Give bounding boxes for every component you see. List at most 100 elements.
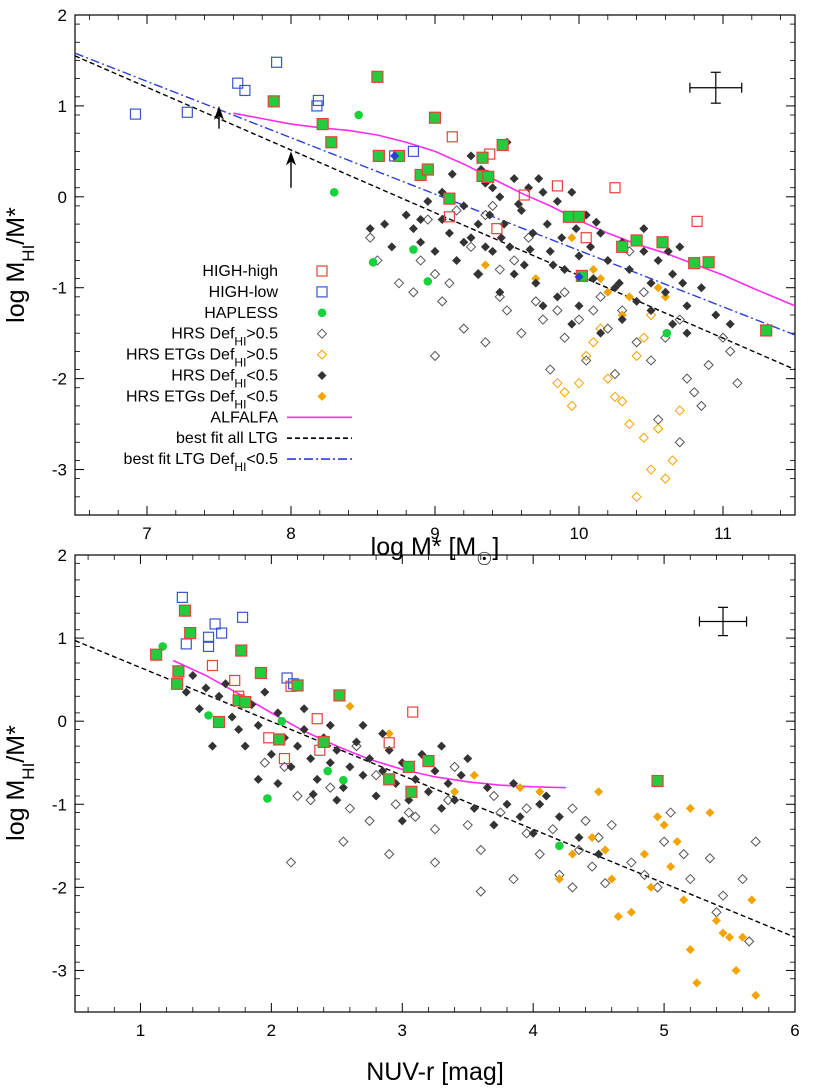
data-point — [384, 729, 394, 739]
data-point — [750, 836, 761, 847]
data-point — [580, 815, 591, 827]
data-point — [345, 762, 355, 772]
data-point — [545, 246, 555, 256]
data-point — [480, 260, 490, 270]
data-point — [466, 151, 476, 161]
data-point — [338, 783, 348, 793]
data-point — [184, 627, 197, 640]
legend-label-main: HIGH-high — [202, 263, 278, 280]
x-tick-label: 1 — [136, 1021, 145, 1040]
data-point — [403, 807, 415, 818]
data-point — [613, 911, 623, 921]
data-point — [551, 180, 564, 192]
data-point — [317, 735, 330, 749]
data-point — [292, 790, 303, 802]
data-point — [531, 274, 541, 284]
data-point — [685, 803, 695, 813]
data-point — [204, 711, 213, 720]
data-point — [421, 163, 434, 176]
data-point — [278, 752, 291, 765]
data-point — [206, 659, 219, 672]
y-tick-label: 0 — [58, 188, 67, 207]
data-point — [444, 228, 454, 238]
data-point — [717, 890, 729, 901]
series-hrs-etgs-def-0-5 — [552, 309, 686, 503]
series-high-high-hapless — [267, 70, 773, 337]
data-point — [456, 770, 466, 780]
error-bar — [689, 71, 743, 104]
legend-label-sub: HI — [234, 335, 246, 349]
data-point — [653, 283, 663, 293]
data-point — [443, 779, 453, 788]
data-point — [515, 783, 525, 793]
data-point — [703, 359, 714, 371]
data-point — [227, 712, 237, 722]
data-point — [402, 760, 415, 773]
data-point — [631, 337, 642, 348]
data-point — [509, 269, 519, 279]
data-point — [596, 274, 606, 284]
data-point — [593, 832, 604, 843]
legend-label: HRS DefHI>0.5 — [171, 326, 278, 349]
data-point — [422, 214, 434, 225]
series-hrs-def-0-5 — [364, 200, 743, 448]
data-point — [639, 246, 649, 256]
data-point — [599, 878, 611, 889]
data-point — [437, 803, 447, 813]
data-point — [423, 277, 433, 286]
data-point — [263, 732, 275, 744]
data-point — [624, 292, 634, 302]
data-point — [209, 618, 221, 630]
x-axis-label: log M* [M☉] — [371, 533, 500, 569]
y-tick-label: -3 — [52, 961, 67, 980]
data-point — [562, 210, 576, 223]
data-point — [491, 223, 503, 235]
data-point — [688, 257, 701, 270]
data-point — [316, 117, 329, 131]
data-point — [407, 706, 419, 718]
data-point — [674, 314, 686, 325]
data-point — [325, 782, 336, 793]
data-point — [552, 305, 563, 316]
data-point — [212, 715, 226, 729]
data-point — [129, 108, 142, 120]
data-point — [603, 255, 613, 265]
series-hapless — [329, 110, 672, 338]
data-point — [271, 56, 283, 68]
data-point — [603, 287, 613, 297]
data-point — [194, 704, 204, 714]
data-point — [725, 319, 735, 329]
data-point — [423, 787, 433, 797]
data-point — [567, 882, 578, 893]
data-point — [711, 310, 721, 320]
data-point — [632, 296, 642, 306]
data-point — [609, 391, 621, 403]
data-point — [416, 237, 426, 247]
y-tick-label: 1 — [58, 97, 67, 116]
data-point — [617, 315, 627, 325]
data-point — [552, 196, 562, 206]
data-point — [678, 278, 688, 288]
data-point — [679, 895, 689, 905]
data-point — [312, 774, 322, 784]
data-point — [214, 691, 224, 701]
panel-2: 1 2 3 4 5 6 -3 -2 -1 0 1 2 log MHI/M* NUV-r [mag] — [2, 546, 800, 1086]
y-tick-label: -1 — [52, 795, 67, 814]
data-point — [380, 219, 390, 229]
data-point — [732, 377, 743, 389]
legend-label: HRS ETGs DefHI>0.5 — [126, 347, 278, 370]
data-point — [515, 812, 525, 822]
legend-label-main: HRS ETGs Def — [126, 347, 235, 364]
data-point — [663, 246, 673, 256]
data-point — [528, 228, 538, 238]
data-point — [743, 936, 755, 947]
data-point — [489, 820, 499, 830]
data-point — [437, 741, 447, 751]
legend-label-main: best fit all LTG — [176, 430, 278, 447]
data-point — [482, 783, 492, 793]
data-point — [602, 373, 614, 384]
data-point — [465, 241, 477, 253]
legend-symbol — [316, 265, 328, 277]
data-point — [430, 766, 440, 776]
data-point — [488, 246, 498, 256]
